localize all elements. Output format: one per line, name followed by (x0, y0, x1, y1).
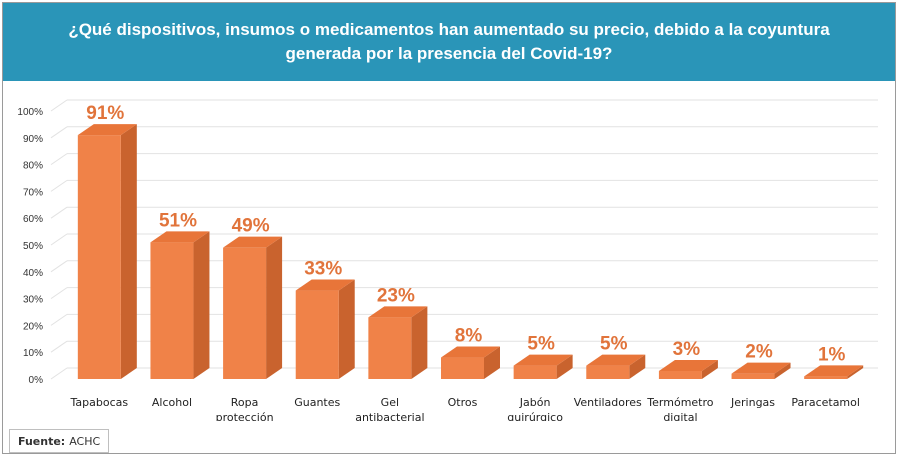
bar-top (295, 279, 355, 291)
source-value: ACHC (69, 434, 101, 448)
x-tick-label: Guantes (294, 396, 340, 409)
gridline-depth (50, 206, 68, 219)
bar-side (411, 306, 428, 379)
bar-top (223, 236, 283, 248)
data-label: 2% (745, 342, 773, 363)
gridline-depth (50, 340, 68, 353)
data-label: 5% (600, 334, 628, 355)
y-tick-label: 0% (29, 375, 44, 386)
data-label: 3% (673, 339, 701, 360)
data-label: 91% (86, 103, 124, 124)
data-label: 51% (159, 210, 197, 231)
bar (150, 242, 194, 379)
gridline-depth (50, 367, 68, 380)
gridline-depth (50, 179, 68, 192)
bar-side (629, 354, 646, 379)
gridline-depth (50, 126, 68, 139)
x-tick-label: Ventiladores (574, 396, 642, 409)
bar-side (266, 236, 283, 379)
gridline-depth (50, 313, 68, 326)
bar (658, 370, 702, 379)
bar (368, 317, 412, 379)
bar (513, 365, 557, 379)
y-tick-label: 30% (23, 295, 43, 306)
title-banner: ¿Qué dispositivos, insumos o medicamento… (3, 3, 895, 81)
data-label: 49% (232, 216, 270, 237)
y-tick-label: 100% (17, 107, 43, 118)
bar-side (193, 231, 210, 379)
y-tick-label: 20% (23, 321, 43, 332)
y-tick-label: 90% (23, 134, 43, 145)
data-label: 1% (818, 344, 846, 365)
bar (586, 365, 630, 379)
y-tick-label: 80% (23, 161, 43, 172)
bar-top (731, 362, 791, 374)
x-tick-label: Ropa protección (216, 396, 274, 421)
bar-top (368, 306, 428, 318)
bar-top (441, 346, 500, 358)
bar-top (77, 124, 137, 136)
bar (295, 290, 339, 379)
bar-top (658, 359, 718, 371)
y-tick-label: 40% (23, 268, 43, 279)
bar-top (586, 354, 646, 366)
gridline-depth (50, 287, 68, 300)
data-label: 23% (377, 285, 415, 306)
bar-side (120, 124, 137, 379)
bar (804, 376, 848, 379)
bar-top (513, 354, 573, 366)
x-tick-label: Tapabocas (70, 396, 129, 409)
bar-chart: 0% 10% 20% 30% 40% 50% 60% 70% 80% 90% 100% 91% Tapa… (17, 99, 878, 421)
data-label: 8% (455, 326, 483, 347)
source-box: Fuente: ACHC (9, 429, 110, 453)
chart-title: ¿Qué dispositivos, insumos o medicamento… (68, 20, 830, 63)
source-label: Fuente: (18, 434, 66, 448)
x-tick-label: Paracetamol (791, 396, 860, 409)
data-label: 33% (304, 259, 342, 280)
x-tick-label: Alcohol (152, 396, 192, 409)
bar-side (847, 365, 864, 379)
gridline-depth (50, 153, 68, 166)
gridline-depth (50, 260, 68, 273)
bar-side (774, 362, 791, 379)
bar (441, 357, 484, 379)
bar (77, 135, 121, 379)
bar-side (338, 279, 355, 379)
bar (731, 373, 775, 379)
gridline-depth (50, 233, 68, 246)
bar (223, 247, 267, 379)
y-tick-label: 60% (23, 214, 43, 225)
y-tick-label: 50% (23, 241, 43, 252)
x-tick-label: Jeringas (730, 396, 775, 409)
x-tick-label: Termómetro digital (646, 396, 713, 421)
x-tick-label: Gel antibacterial (355, 396, 424, 421)
chart-frame: ¿Qué dispositivos, insumos o medicamento… (2, 2, 896, 454)
bar-side (484, 346, 500, 379)
x-tick-label: Otros (448, 396, 478, 409)
bar-top (804, 365, 864, 377)
bar-side (701, 359, 718, 379)
bar-top (150, 231, 210, 243)
bar-side (556, 354, 573, 379)
data-label: 5% (527, 334, 555, 355)
y-tick-label: 10% (23, 348, 43, 359)
gridline-depth (50, 99, 68, 112)
x-tick-label: Jabón quirúrgico (507, 396, 563, 421)
y-tick-label: 70% (23, 187, 43, 198)
